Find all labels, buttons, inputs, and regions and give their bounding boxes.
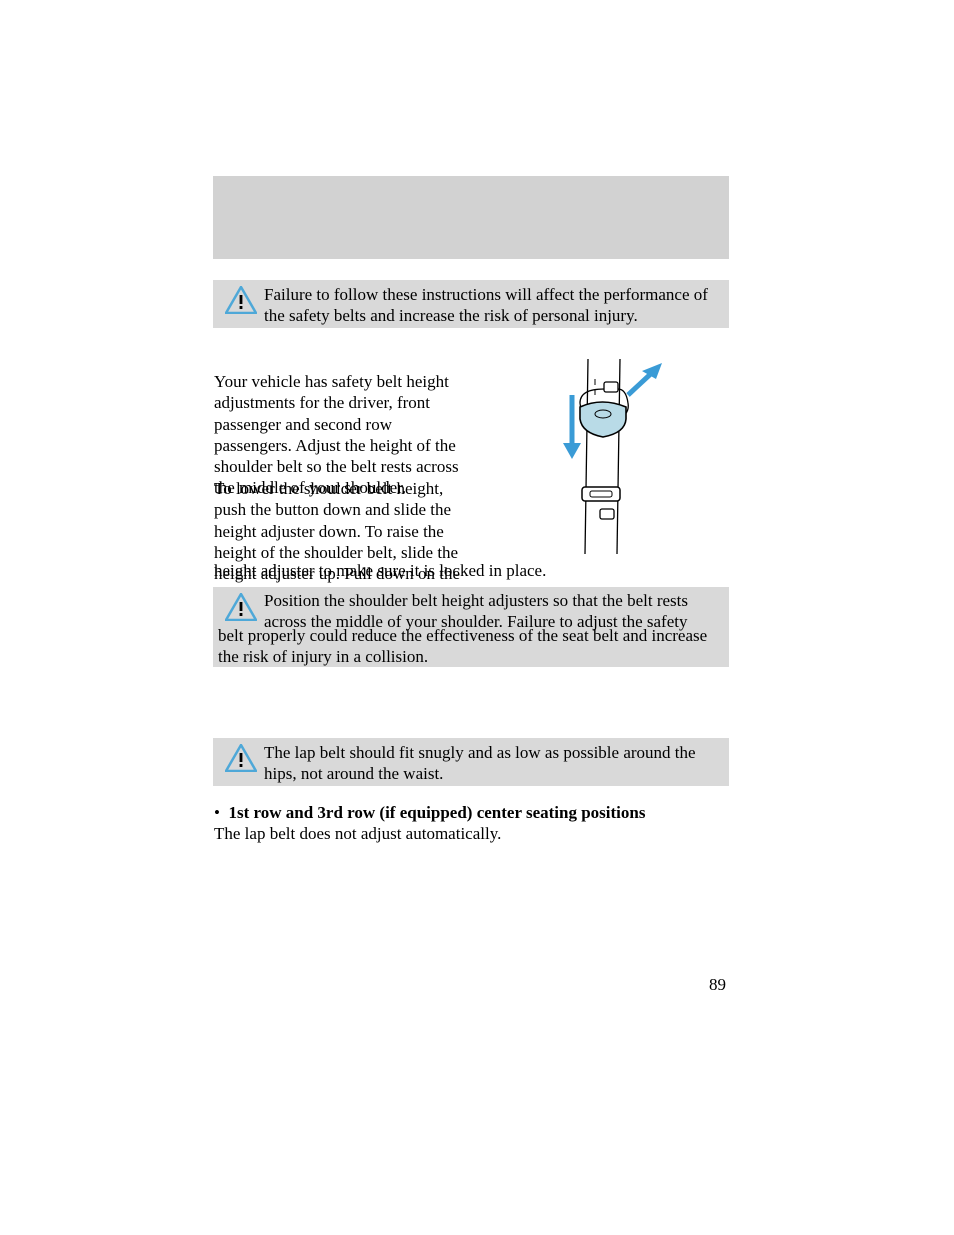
warning-text-1: Failure to follow these instructions wil… <box>264 284 726 327</box>
warning-text-3: The lap belt should fit snugly and as lo… <box>264 742 726 785</box>
paragraph-3: The lap belt does not adjust automatical… <box>214 823 730 844</box>
paragraph-2-text-b: height adjuster to make sure it is locke… <box>214 561 546 580</box>
seatbelt-adjuster-illustration <box>510 359 710 554</box>
bullet-glyph: • <box>214 803 228 822</box>
warning-icon <box>225 744 257 772</box>
bullet-label: 1st row and 3rd row (if equipped) center… <box>228 803 645 822</box>
paragraph-2-b: height adjuster to make sure it is locke… <box>214 560 730 581</box>
warning-text-2-b: belt properly could reduce the effective… <box>218 625 728 668</box>
bullet-line: • 1st row and 3rd row (if equipped) cent… <box>214 802 730 823</box>
warning-icon <box>225 286 257 314</box>
page-number: 89 <box>709 975 726 995</box>
warning-icon <box>225 593 257 621</box>
header-band <box>213 176 729 259</box>
document-page: Failure to follow these instructions wil… <box>0 0 954 1235</box>
